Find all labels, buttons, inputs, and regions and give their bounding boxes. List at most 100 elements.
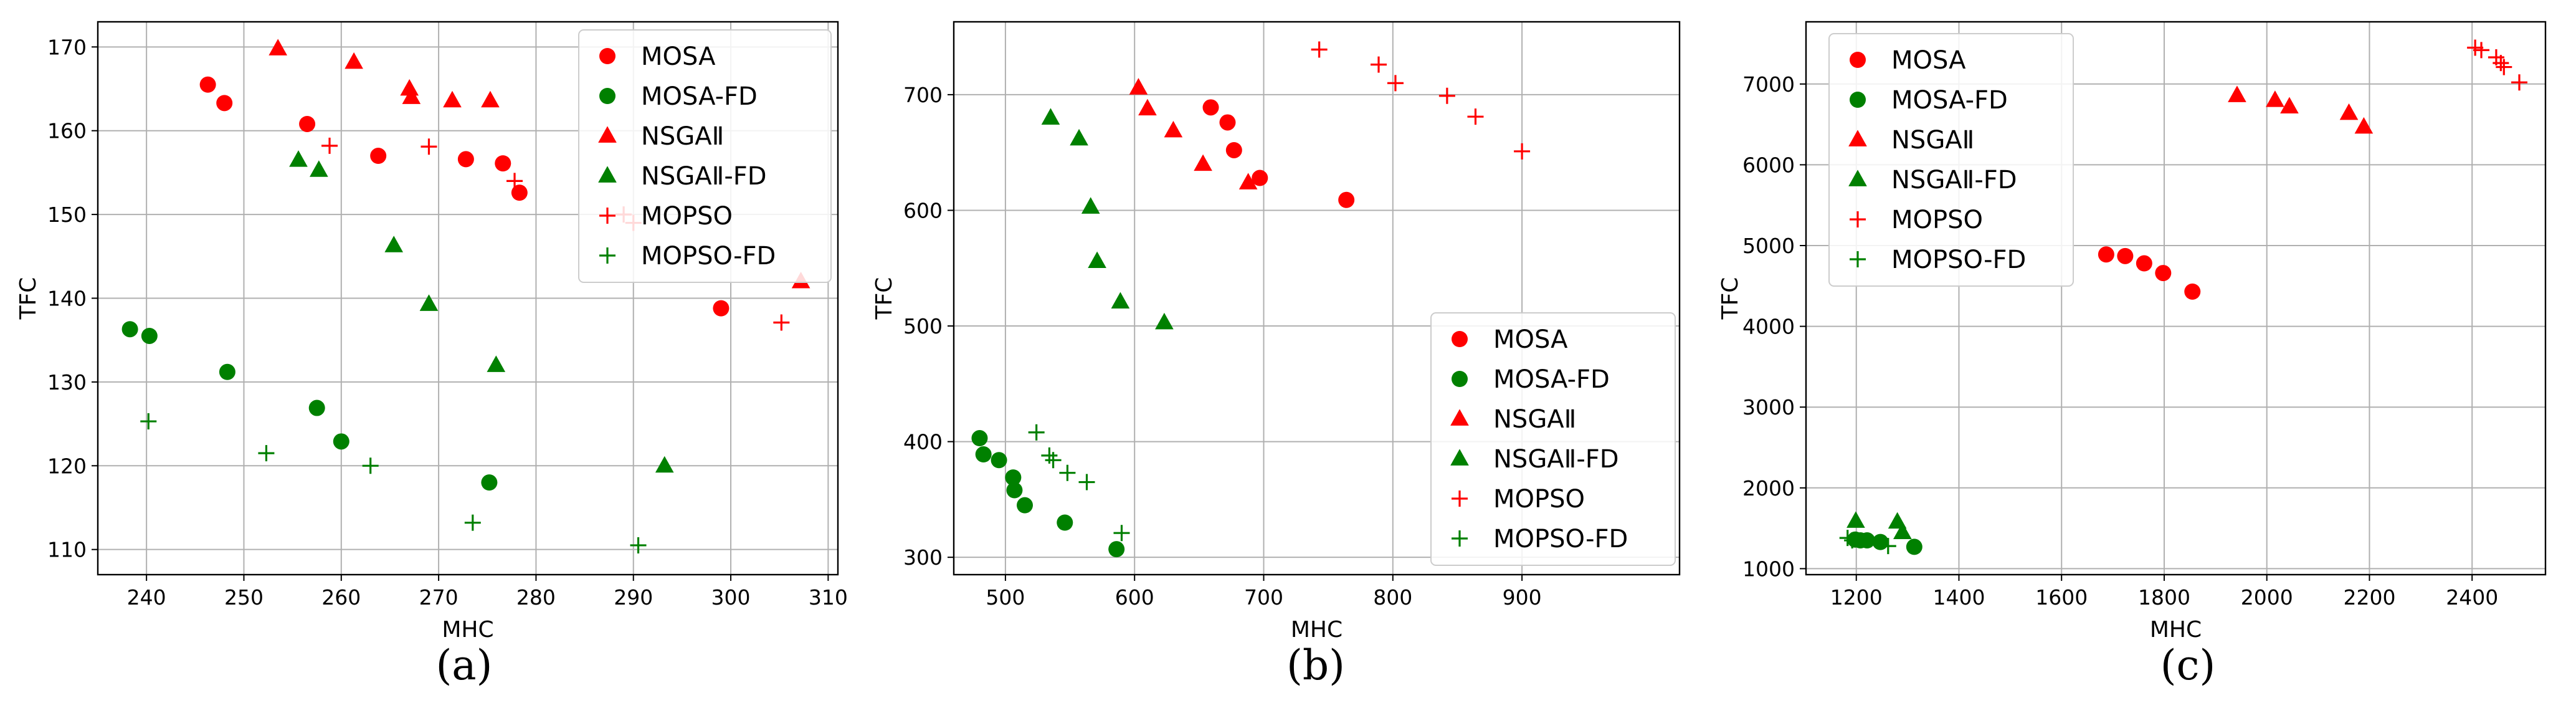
legend-label-mopso: MOPSO [641, 202, 733, 231]
x-axis-title: MHC [2150, 617, 2202, 643]
legend-marker-nsga-fd [1450, 449, 1469, 466]
data-point-mopso-fd [1078, 474, 1095, 490]
legend-label-nsga-fd: NSGAⅡ-FD [1493, 445, 1619, 474]
data-point-mopso-fd [1028, 424, 1045, 441]
data-point-mosa [1338, 191, 1355, 208]
x-axis-title: MHC [1291, 617, 1343, 643]
y-tick-label: 2000 [1742, 476, 1795, 500]
series-mosa-fd [971, 430, 1125, 558]
data-point-mosa-fd [308, 400, 325, 416]
series-mopso-fd [1839, 530, 1896, 555]
data-point-mosa [299, 115, 316, 132]
series-mopso [1311, 41, 1531, 160]
data-point-mopso-fd [258, 445, 275, 462]
data-point-mosa [495, 155, 511, 172]
legend-label-mosa-fd: MOSA-FD [1891, 86, 2008, 115]
legend: MOSA MOSA-FD NSGAⅡ NSGAⅡ-FD MOPSO MOPSO-FD [1430, 312, 1676, 566]
legend-marker-nsga [1848, 130, 1867, 146]
panel-caption: (a) [436, 641, 493, 689]
y-tick-label: 600 [903, 198, 943, 223]
series-mopso [2467, 39, 2527, 91]
legend-label-mopso-fd: MOPSO-FD [1891, 246, 2026, 274]
legend-marker-nsga [598, 126, 617, 143]
series-nsga-fd [1846, 511, 1912, 540]
x-tick-label: 270 [419, 585, 459, 610]
data-point-nsga-fd [419, 294, 439, 311]
series-nsga-fd [1041, 108, 1174, 330]
legend-marker-nsga [1450, 409, 1469, 426]
data-point-mosa-fd [1859, 532, 1876, 549]
legend-marker-mopso [1850, 211, 1866, 227]
data-point-mopso [1387, 75, 1404, 92]
data-point-mopso-fd [1880, 538, 1896, 555]
legend-marker-mopso-fd [1850, 251, 1866, 267]
chart-panel-2: 500 600 700 800 900 300 400 500 600 700 MHC TFC MOSA… [872, 21, 1681, 689]
data-point-nsga-fd [1081, 197, 1100, 214]
data-point-mosa [2136, 255, 2152, 272]
chart-panel-1: 240 250 260 270 280 290 300 310 110 120 130 140 150 1… [16, 21, 848, 689]
x-tick-label: 2200 [2343, 585, 2395, 610]
x-tick-label: 500 [986, 585, 1025, 610]
legend-marker-mopso-fd [1452, 530, 1468, 547]
x-tick-label: 1200 [1830, 585, 1883, 610]
data-point-mopso [421, 138, 437, 155]
y-tick-label: 5000 [1742, 234, 1795, 258]
data-point-nsga [1164, 120, 1183, 138]
legend-marker-mosa-fd [599, 88, 615, 104]
data-point-mosa [216, 95, 233, 112]
data-point-mopso-fd [1059, 464, 1076, 481]
data-point-mosa [1252, 170, 1268, 186]
data-point-mosa-fd [1005, 469, 1022, 486]
y-tick-label: 140 [47, 287, 87, 311]
series-mosa [2098, 246, 2201, 300]
data-point-nsga-fd [289, 150, 308, 167]
data-point-nsga [1129, 78, 1148, 95]
legend-label-mopso-fd: MOPSO-FD [641, 242, 776, 270]
x-tick-label: 800 [1373, 585, 1412, 610]
data-point-mosa-fd [1108, 541, 1125, 558]
legend-marker-mosa [1452, 331, 1468, 347]
y-tick-label: 160 [47, 119, 87, 143]
chart-panels: 240 250 260 270 280 290 300 310 110 120 130 140 150 1… [16, 21, 2547, 689]
x-tick-label: 250 [224, 585, 264, 610]
data-point-nsga-fd [1846, 511, 1865, 528]
legend-box [1430, 312, 1676, 566]
x-tick-label: 2000 [2241, 585, 2293, 610]
legend-marker-mosa-fd [1452, 371, 1468, 387]
data-point-nsga [400, 79, 419, 96]
y-tick-label: 4000 [1742, 315, 1795, 339]
legend-marker-nsga-fd [1848, 170, 1867, 186]
data-point-mopso [506, 173, 523, 189]
data-point-nsga-fd [1111, 292, 1130, 309]
plot-frame [953, 21, 1681, 576]
chart-panel-3: 1200 1400 1600 1800 2000 2200 2400 1000 2000 3000… [1718, 21, 2547, 689]
data-point-nsga [1194, 154, 1212, 171]
x-tick-label: 290 [614, 585, 653, 610]
panel-caption: (c) [2160, 641, 2215, 689]
data-point-mosa [1225, 141, 1242, 158]
x-tick-label: 240 [127, 585, 166, 610]
legend-label-mosa: MOSA [1891, 46, 1966, 75]
data-point-mopso [1371, 56, 1387, 73]
y-tick-label: 7000 [1742, 72, 1795, 97]
legend-label-mopso-fd: MOPSO-FD [1493, 525, 1628, 553]
data-point-nsga-fd [1155, 312, 1174, 330]
plot-frame [97, 21, 839, 576]
legend-marker-mopso [599, 208, 615, 224]
x-tick-label: 2400 [2446, 585, 2498, 610]
data-point-mopso [773, 314, 790, 331]
data-point-nsga [443, 90, 462, 108]
data-point-mosa [1202, 99, 1219, 116]
legend-label-nsga-fd: NSGAⅡ-FD [1891, 166, 2017, 194]
y-tick-label: 1000 [1742, 557, 1795, 581]
data-point-mosa-fd [1057, 514, 1073, 531]
data-point-mopso [321, 137, 338, 154]
data-point-mosa [713, 300, 730, 317]
data-point-nsga-fd [655, 456, 674, 473]
legend-label-mosa-fd: MOSA-FD [1493, 365, 1610, 394]
data-point-mosa-fd [975, 446, 992, 463]
data-point-mosa-fd [121, 321, 138, 338]
data-point-mopso-fd [630, 537, 647, 553]
data-point-nsga [2280, 97, 2299, 114]
